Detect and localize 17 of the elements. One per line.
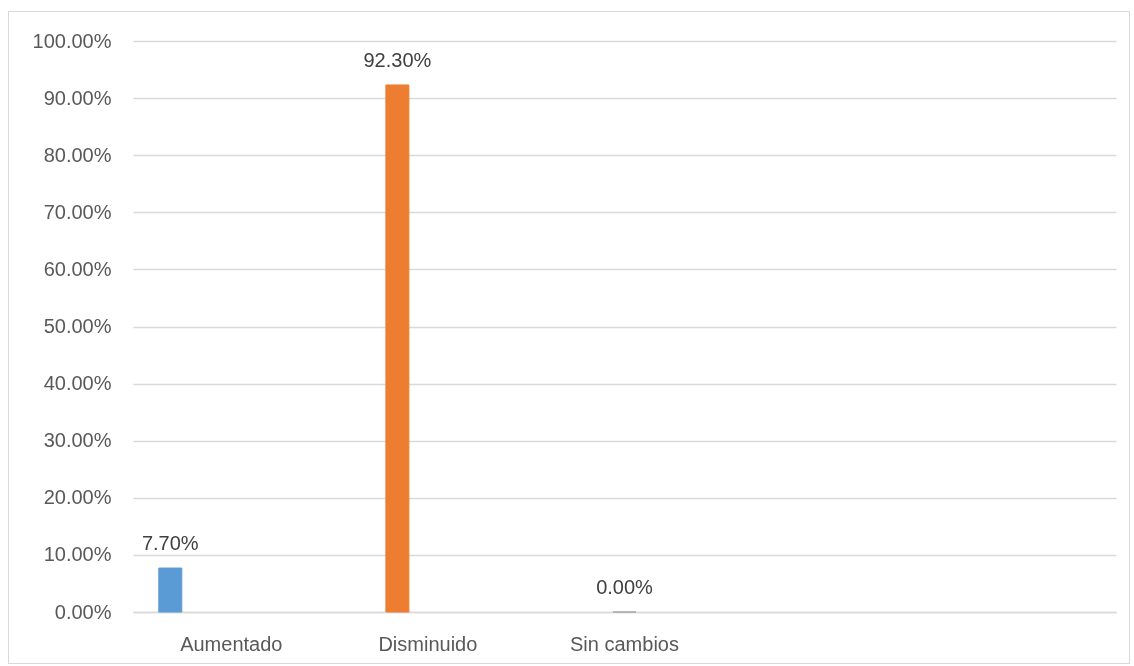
y-tick-label: 60.00%: [43, 257, 112, 280]
y-tick-label: 10.00%: [43, 543, 112, 566]
y-tick-label: 30.00%: [43, 429, 112, 452]
y-tick-label: 70.00%: [43, 200, 112, 223]
data-label: 7.70%: [141, 532, 199, 555]
y-tick-label: 50.00%: [43, 315, 112, 337]
y-tick-label: 20.00%: [43, 486, 112, 509]
y-tick-label: 90.00%: [43, 86, 112, 109]
data-label: 0.00%: [596, 576, 654, 598]
x-tick-label: Disminuido: [378, 632, 478, 655]
y-tick-label: 0.00%: [54, 600, 112, 623]
x-tick-label: Aumentado: [180, 632, 283, 655]
y-tick-label: 100.00%: [32, 29, 112, 52]
data-label: 92.30%: [363, 48, 432, 71]
y-tick-label: 80.00%: [43, 143, 112, 166]
x-tick-label: Sin cambios: [570, 632, 679, 655]
y-tick-label: 40.00%: [43, 372, 112, 395]
